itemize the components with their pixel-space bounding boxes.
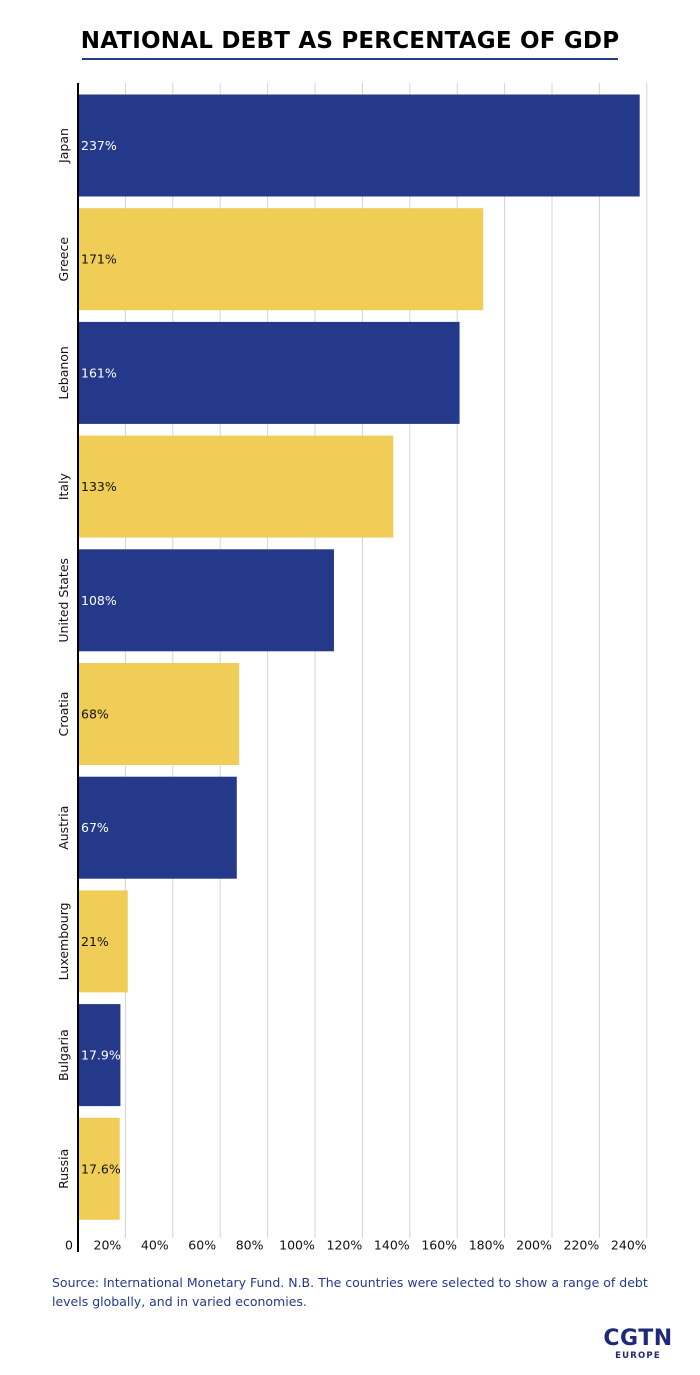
x-tick-label: 140% (374, 1238, 410, 1253)
x-tick-label: 180% (469, 1238, 505, 1253)
value-label: 17.6% (81, 1161, 121, 1176)
value-label: 133% (81, 479, 117, 494)
x-tick-label: 160% (421, 1238, 457, 1253)
bar-greece (78, 208, 484, 311)
category-label: Croatia (56, 692, 71, 737)
x-tick-label: 20% (94, 1238, 122, 1253)
cgtn-europe-logo: CGTN EUROPE (598, 1326, 678, 1362)
value-label: 68% (81, 707, 109, 722)
bar-chart: 237% Japan 171% Greece 161% Lebanon 133% Italy 1… (56, 83, 648, 1253)
x-tick-label: 80% (236, 1238, 264, 1253)
category-label: Greece (56, 237, 71, 282)
category-label: Lebanon (56, 346, 71, 400)
x-tick-label: 240% (611, 1238, 647, 1253)
category-label: United States (56, 558, 71, 643)
category-label: Bulgaria (56, 1029, 71, 1081)
x-tick-label: 200% (516, 1238, 552, 1253)
bar-lebanon (78, 321, 460, 424)
logo-main-text: CGTN (603, 1326, 673, 1351)
category-label: Russia (56, 1149, 71, 1189)
value-label: 108% (81, 593, 117, 608)
value-label: 17.9% (81, 1048, 121, 1063)
category-label: Italy (56, 472, 71, 500)
x-tick-label: 120% (327, 1238, 363, 1253)
x-tick-label: 40% (141, 1238, 169, 1253)
value-label: 171% (81, 252, 117, 267)
category-label: Japan (56, 128, 71, 164)
x-tick-label: 220% (564, 1238, 600, 1253)
chart-title: NATIONAL DEBT AS PERCENTAGE OF GDP (80, 28, 620, 54)
bar-bulgaria (78, 1004, 121, 1107)
value-label: 237% (81, 138, 117, 153)
bar-austria (78, 776, 237, 879)
x-tick-label: 60% (188, 1238, 216, 1253)
value-label: 67% (81, 820, 109, 835)
category-label: Austria (56, 806, 71, 850)
x-tick-label: 0 (65, 1238, 73, 1253)
logo-sub-text: EUROPE (615, 1351, 661, 1361)
x-tick-label: 100% (279, 1238, 315, 1253)
bar-united-states (78, 549, 334, 652)
value-label: 161% (81, 365, 117, 380)
bar-luxembourg (78, 890, 128, 993)
bar-japan (78, 94, 640, 197)
title-underline (82, 58, 618, 60)
category-label: Luxembourg (56, 902, 71, 980)
source-note: Source: International Monetary Fund. N.B… (52, 1275, 648, 1309)
bar-croatia (78, 663, 240, 765)
bar-russia (78, 1117, 120, 1220)
value-label: 21% (81, 934, 109, 949)
bar-italy (78, 435, 394, 538)
